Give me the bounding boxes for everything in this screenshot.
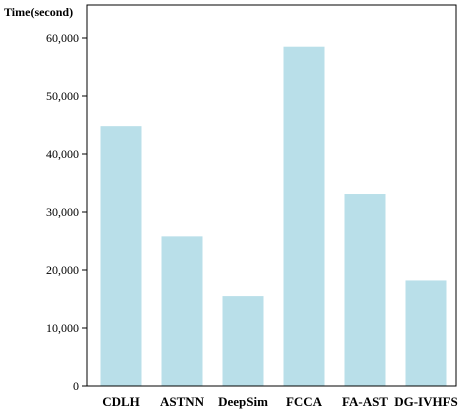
y-tick-label: 20,000	[46, 263, 79, 277]
x-category-label: ASTNN	[160, 394, 205, 409]
bar-astnn	[161, 236, 203, 386]
y-tick-label: 30,000	[46, 205, 79, 219]
y-tick-label: 60,000	[46, 31, 79, 45]
x-category-label: CDLH	[102, 394, 140, 409]
bar-fcca	[283, 46, 325, 386]
y-tick-label: 40,000	[46, 147, 79, 161]
y-axis-unit-label: Time(second)	[4, 5, 73, 19]
x-axis-category-labels: CDLH ASTNN DeepSim FCCA FA-AST DG-IVHFS	[102, 394, 458, 409]
y-tick-label: 0	[73, 379, 79, 393]
bar-dg-ivhfs	[405, 280, 447, 386]
x-category-label: DG-IVHFS	[394, 394, 458, 409]
y-axis-ticks: 0 10,000 20,000 30,000 40,000 50,000 60,000	[46, 31, 87, 393]
bar-fa-ast	[344, 194, 386, 386]
bar-cdlh	[100, 126, 142, 386]
x-category-label: DeepSim	[218, 394, 268, 409]
plot-frame	[86, 4, 457, 387]
bars-group	[100, 46, 447, 386]
x-category-label: FCCA	[286, 394, 323, 409]
x-category-label: FA-AST	[342, 394, 388, 409]
y-tick-label: 50,000	[46, 89, 79, 103]
bar-deepsim	[222, 296, 264, 386]
y-tick-label: 10,000	[46, 321, 79, 335]
